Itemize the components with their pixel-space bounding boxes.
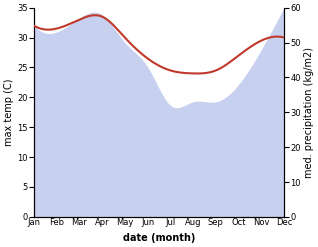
Y-axis label: med. precipitation (kg/m2): med. precipitation (kg/m2) [304, 47, 314, 178]
Y-axis label: max temp (C): max temp (C) [4, 79, 14, 146]
X-axis label: date (month): date (month) [123, 233, 195, 243]
